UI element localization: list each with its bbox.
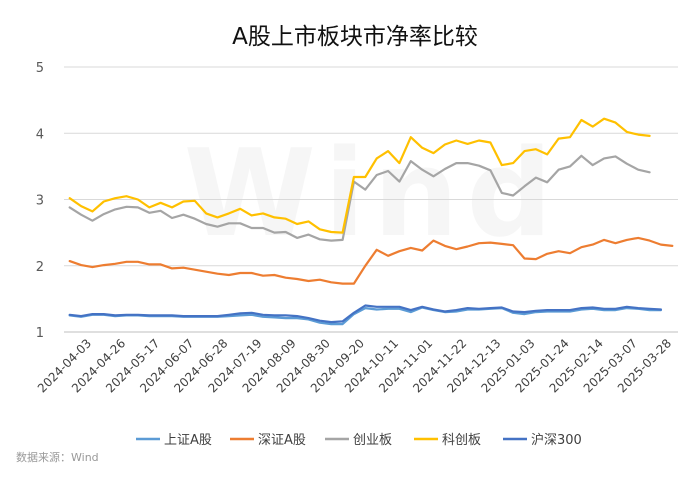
legend: 上证A股 深证A股 创业板 科创板 沪深300	[136, 432, 582, 448]
legend-label: 沪深300	[531, 432, 582, 448]
legend-label: 上证A股	[164, 433, 212, 448]
legend-label: 创业板	[353, 433, 392, 448]
series-lines	[68, 117, 674, 326]
y-tick-label: 4	[36, 127, 44, 142]
series-line-2	[68, 236, 674, 285]
series-line-5	[68, 304, 663, 324]
legend-label: 深证A股	[258, 433, 306, 448]
chart-title: A股上市板块市净率比较	[232, 24, 478, 50]
y-tick-label: 3	[36, 194, 44, 209]
y-axis: 1 2 3 4 5	[36, 61, 44, 341]
y-tick-label: 1	[36, 326, 44, 341]
y-tick-label: 5	[36, 61, 44, 76]
series-line-4	[68, 117, 651, 234]
y-tick-label: 2	[36, 260, 44, 275]
source-note: 数据来源：Wind	[16, 450, 99, 464]
series-line-3	[68, 154, 651, 242]
legend-label: 科创板	[442, 433, 481, 448]
